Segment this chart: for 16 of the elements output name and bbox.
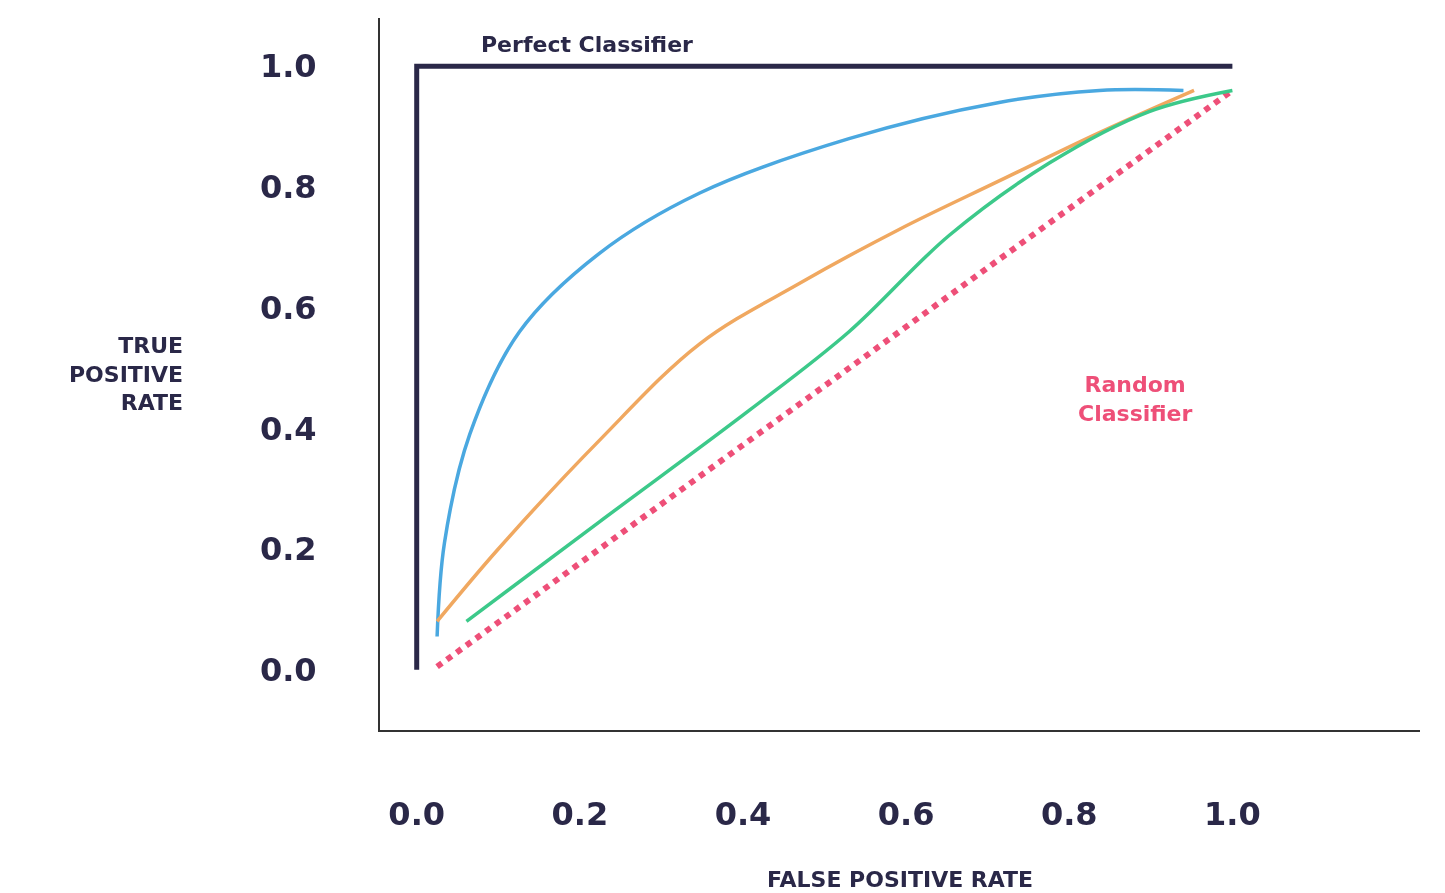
y-tick-label: 0.2 xyxy=(259,530,317,569)
x-tick-label: 0.2 xyxy=(551,795,609,834)
series-label: Perfect Classifier xyxy=(481,32,694,57)
y-tick-label: 1.0 xyxy=(259,47,317,86)
y-tick-label: 0.8 xyxy=(259,168,317,207)
y-axis-title: TRUE POSITIVE RATE xyxy=(69,333,184,416)
text: Random Classifier xyxy=(1078,372,1193,426)
x-axis-title: FALSE POSITIVE RATE xyxy=(767,867,1034,892)
x-tick-label: 0.4 xyxy=(714,795,772,834)
x-tick-label: 0.8 xyxy=(1040,795,1098,834)
x-tick-label: 0.6 xyxy=(877,795,935,834)
y-tick-label: 0.0 xyxy=(259,650,317,689)
x-tick-label: 0.0 xyxy=(388,795,446,834)
y-tick-label: 0.6 xyxy=(259,288,317,327)
x-tick-label: 1.0 xyxy=(1204,795,1261,834)
y-tick-label: 0.4 xyxy=(259,409,317,448)
